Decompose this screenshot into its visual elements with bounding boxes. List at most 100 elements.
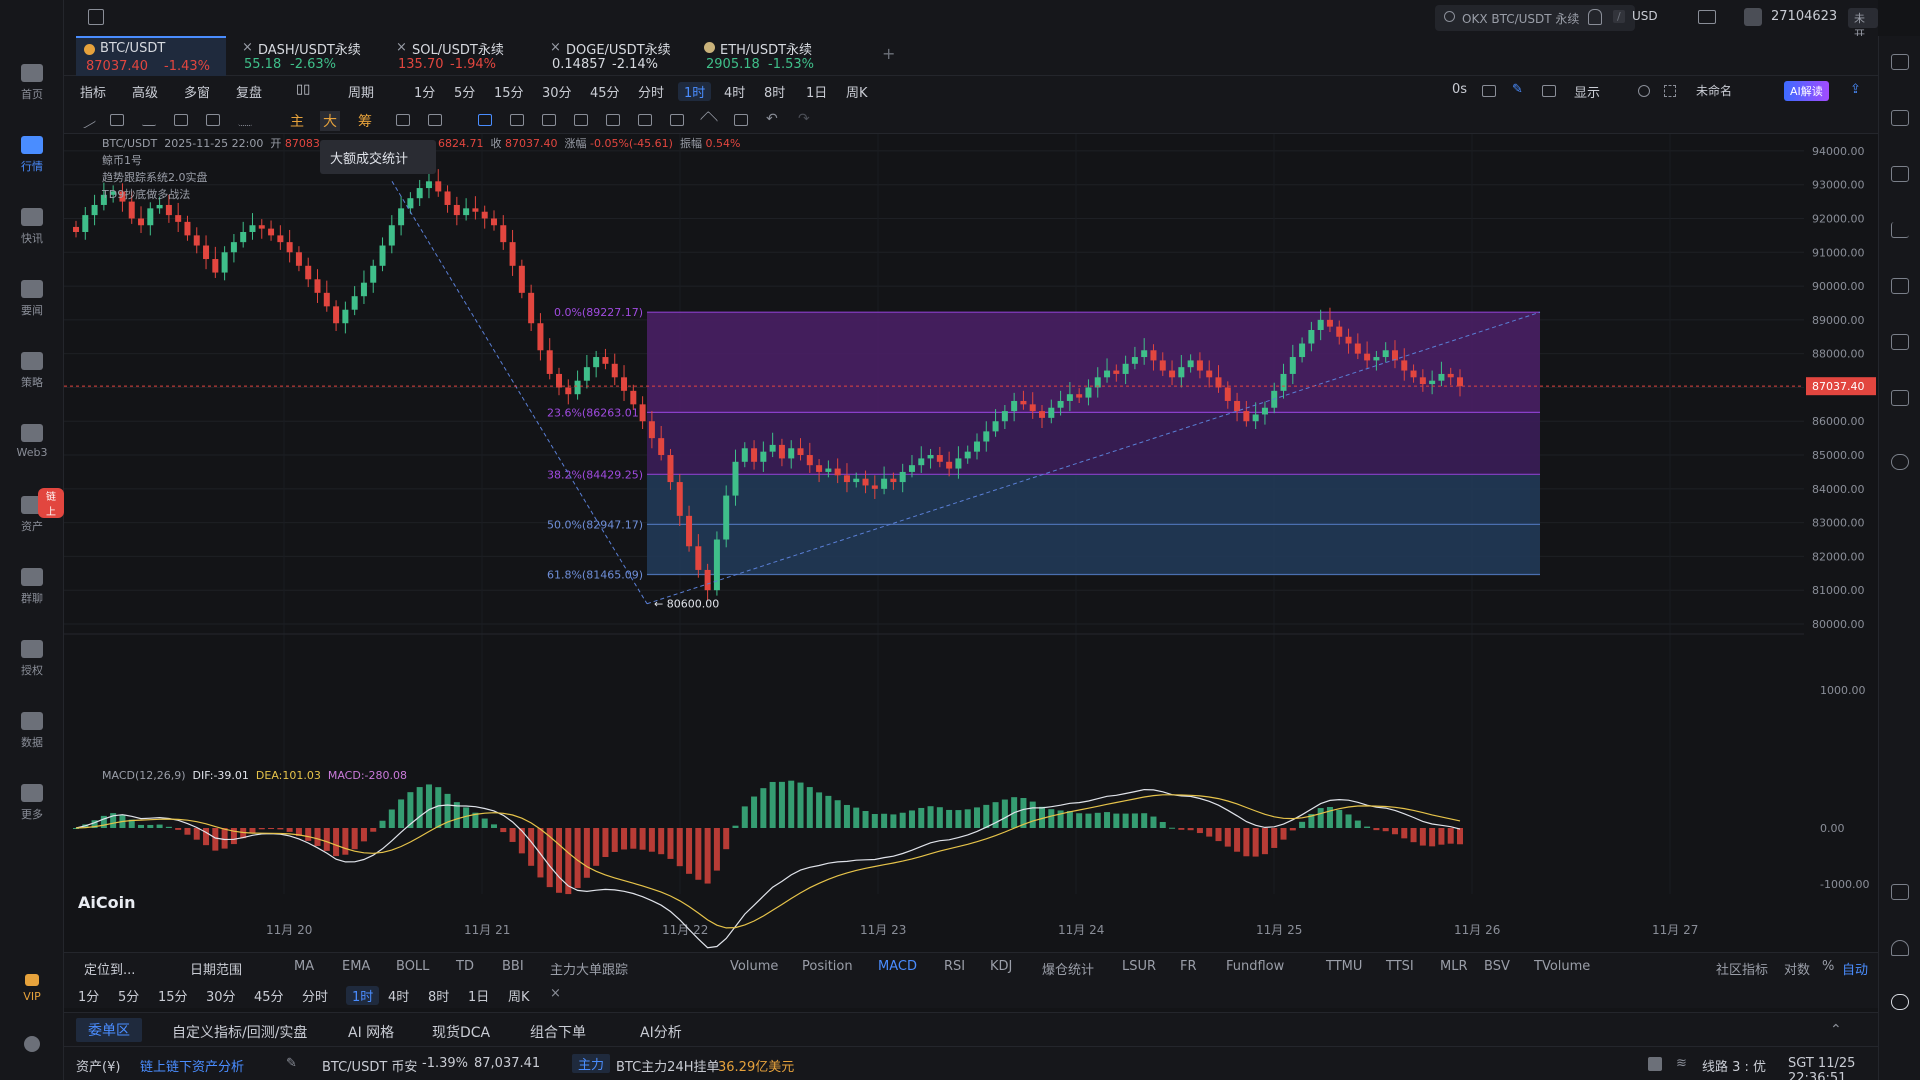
main-ind-ma[interactable]: MA [294, 959, 315, 974]
main-chart-toggle[interactable]: 主 [290, 114, 304, 130]
sub-ind-volume[interactable]: Volume [730, 959, 779, 974]
sidebar-item-home[interactable]: 首页 [0, 64, 64, 102]
chart-canvas[interactable]: 94000.00 93000.00 92000.00 91000.00 90000.00… [64, 134, 1878, 952]
mail-icon[interactable] [1698, 10, 1716, 24]
period-8h[interactable]: 8时 [764, 86, 786, 101]
indicator-legend-3[interactable]: TD9抄底做多战法 [102, 188, 191, 201]
close-period-row-button[interactable]: × [550, 986, 561, 1001]
bottom-period-weekly[interactable]: 周K [508, 990, 530, 1005]
ticker-tab-btc[interactable]: BTC/USDT 87037.40 -1.43% [76, 36, 226, 76]
sidebar-item-market[interactable]: 行情 [0, 136, 64, 174]
trash-icon[interactable] [734, 114, 748, 126]
ticker-tab-sol[interactable]: × SOL/USDT永续 135.70 -1.94% [396, 40, 504, 72]
trendline-tool-icon[interactable] [77, 111, 97, 129]
sub-ind-fundflow[interactable]: Fundflow [1226, 959, 1285, 974]
layout-panel-icon[interactable] [1891, 884, 1909, 900]
assistant-icon[interactable] [1891, 994, 1909, 1010]
onchain-analysis-link[interactable]: 链上链下资产分析 [140, 1060, 245, 1075]
more-tools-icon[interactable] [238, 114, 252, 126]
ticker-tab-doge[interactable]: × DOGE/USDT永续 0.14857 -2.14% [550, 40, 671, 72]
bottom-period-30m[interactable]: 30分 [206, 990, 236, 1005]
sub-ind-macd[interactable]: MACD [878, 959, 917, 974]
sidebar-item-more[interactable]: 更多 [0, 784, 64, 822]
sidebar-item-news[interactable]: 快讯 [0, 208, 64, 246]
chip-toggle[interactable]: 筹 [358, 114, 372, 130]
sub-ind-tvolume[interactable]: TVolume [1534, 959, 1591, 974]
network-line-status[interactable]: 线路 3 : 优 [1702, 1060, 1767, 1075]
add-tab-button[interactable]: + [882, 44, 896, 63]
lock-icon[interactable] [606, 114, 620, 126]
tab-orders[interactable]: 委单区 [76, 1018, 142, 1042]
bottom-period-45m[interactable]: 45分 [254, 990, 284, 1005]
help-icon[interactable] [1648, 1057, 1662, 1071]
parallel-tool-icon[interactable] [110, 114, 124, 126]
close-icon[interactable]: × [242, 40, 253, 55]
edit-icon[interactable]: ✎ [286, 1056, 297, 1071]
horizontal-line-icon[interactable] [142, 114, 156, 126]
period-timeshare[interactable]: 分时 [638, 86, 665, 101]
main-ind-ema[interactable]: EMA [342, 959, 371, 974]
camera-icon[interactable] [1482, 85, 1496, 97]
sub-ind-position[interactable]: Position [802, 959, 853, 974]
filter-icon[interactable] [699, 110, 719, 130]
compare-icon[interactable] [396, 114, 410, 126]
magnet-icon[interactable] [574, 114, 588, 126]
period-1h[interactable]: 1时 [678, 82, 712, 101]
period-4h[interactable]: 4时 [724, 86, 746, 101]
sub-ind-ttsi[interactable]: TTSI [1386, 959, 1414, 974]
bottom-period-1h[interactable]: 1时 [346, 986, 380, 1005]
vip-status-badge[interactable]: 未开通 [1848, 8, 1878, 57]
ai-interpret-button[interactable]: AI解读 [1784, 81, 1829, 101]
window-icon[interactable] [88, 9, 104, 25]
panel-icon[interactable] [1891, 54, 1909, 70]
price-chart[interactable]: 94000.00 93000.00 92000.00 91000.00 90000.00… [64, 134, 1878, 952]
candle-type-icon[interactable]: ▯▯ [296, 82, 311, 97]
indicator-legend-2[interactable]: 趋势跟踪系统2.0实盘 [102, 171, 208, 184]
display-button[interactable]: 显示 [1574, 86, 1601, 101]
sidebar-item-headlines[interactable]: 要闻 [0, 280, 64, 318]
bottom-period-15m[interactable]: 15分 [158, 990, 188, 1005]
tab-ai-grid[interactable]: AI 网格 [348, 1025, 395, 1041]
bottom-period-timeshare[interactable]: 分时 [302, 990, 329, 1005]
tab-spot-dca[interactable]: 现货DCA [432, 1025, 491, 1041]
close-icon[interactable]: × [396, 40, 407, 55]
percent-scale-toggle[interactable]: % [1822, 959, 1835, 974]
sidebar-settings[interactable] [0, 1036, 64, 1056]
sub-ind-bsv[interactable]: BSV [1484, 959, 1510, 974]
orderbook-icon[interactable] [1891, 110, 1909, 126]
big-trade-toggle[interactable]: 大 [320, 111, 340, 131]
bottom-period-5m[interactable]: 5分 [118, 990, 140, 1005]
tab-custom-indicators[interactable]: 自定义指标/回测/实盘 [172, 1025, 308, 1041]
eraser-icon[interactable] [542, 114, 556, 126]
headset-icon[interactable] [1891, 940, 1909, 956]
brush-icon[interactable] [428, 114, 442, 126]
layout-name-select[interactable]: 未命名 [1696, 84, 1733, 98]
period-15m[interactable]: 15分 [494, 86, 524, 101]
bell-icon[interactable] [1588, 9, 1602, 25]
main-ind-boll[interactable]: BOLL [396, 959, 430, 974]
hide-drawings-icon[interactable] [670, 114, 684, 126]
select-tool-icon[interactable] [478, 114, 492, 126]
locate-button[interactable]: 定位到... [84, 963, 136, 978]
ruler-icon[interactable] [510, 114, 524, 126]
bottom-period-1m[interactable]: 1分 [78, 990, 100, 1005]
sidebar-item-web3[interactable]: Web3 [0, 424, 64, 459]
share-icon[interactable]: ⇪ [1850, 82, 1861, 97]
main-ind-whale[interactable]: 主力大单跟踪 [550, 963, 629, 978]
refresh-icon[interactable] [1891, 454, 1909, 470]
period-45m[interactable]: 45分 [590, 86, 620, 101]
community-indicator-button[interactable]: 社区指标 [1716, 963, 1769, 978]
close-icon[interactable]: × [550, 40, 561, 55]
tab-combo-order[interactable]: 组合下单 [530, 1025, 586, 1041]
alert-icon[interactable] [638, 114, 652, 126]
settings-icon[interactable] [1638, 85, 1650, 97]
sidebar-item-vip[interactable]: VIP [0, 974, 64, 1003]
rectangle-tool-icon[interactable] [174, 114, 188, 126]
sidebar-item-assets[interactable]: 链上 资产 [0, 488, 64, 534]
period-select[interactable]: 周期 [348, 86, 375, 101]
status-pair[interactable]: BTC/USDT 币安 [322, 1060, 418, 1075]
user-id[interactable]: 27104623 [1771, 9, 1838, 24]
period-30m[interactable]: 30分 [542, 86, 572, 101]
pen-icon[interactable]: ✎ [1512, 82, 1523, 97]
monitor-icon[interactable] [1891, 278, 1909, 294]
